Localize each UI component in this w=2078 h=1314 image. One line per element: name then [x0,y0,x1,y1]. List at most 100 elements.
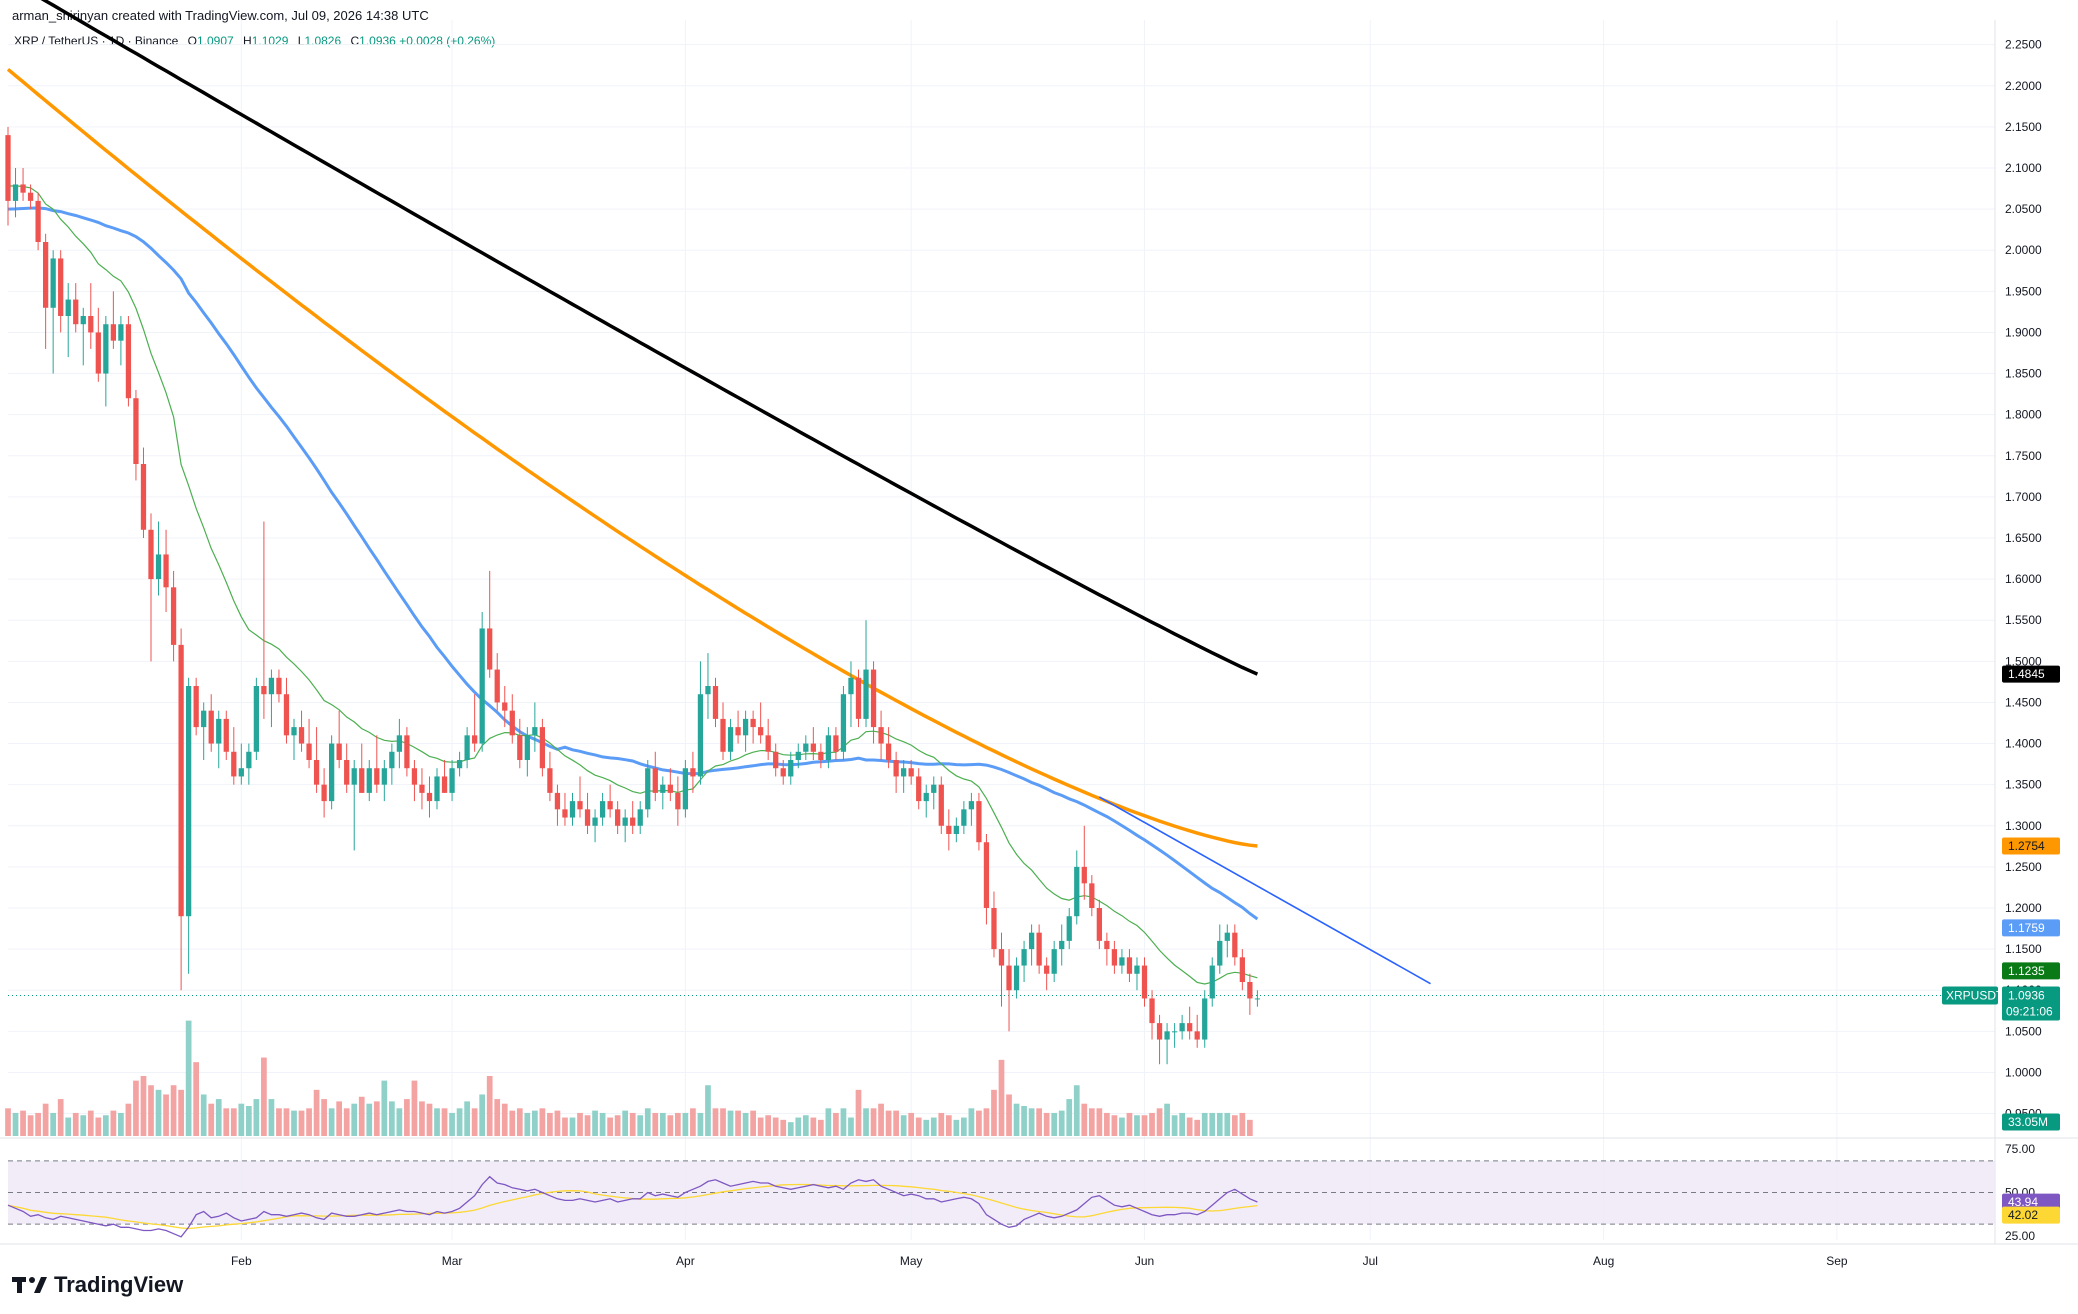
candle-body [630,817,636,826]
candle-body [1066,916,1072,941]
volume-bar [118,1112,124,1136]
volume-bar [607,1117,613,1136]
volume-bar [343,1108,350,1136]
candle-body [961,809,967,826]
volume-bar [968,1108,975,1136]
volume-bar [306,1108,312,1136]
candle-body [261,686,267,695]
last-price-tag-bg [2002,986,2060,1021]
candle-body [65,299,71,316]
candle-body [246,751,252,769]
volume-bar [1043,1112,1050,1136]
candle-body [645,768,651,810]
candle-body [494,669,500,703]
volume-bar [291,1110,297,1136]
volume-bar [1111,1115,1118,1136]
volume-bar [170,1085,177,1136]
volume-bar [629,1112,636,1136]
volume-bar [682,1112,689,1136]
ema-20-tag: 1.1235 [2008,964,2045,978]
candle-body [42,242,49,308]
candle-body [441,776,448,793]
volume-bar [12,1112,19,1136]
volume-bar [1171,1115,1178,1136]
volume-bar [185,1020,192,1136]
candle-body [50,258,56,308]
volume-bar [72,1112,79,1136]
volume-bar [983,1108,990,1136]
volume-bar [584,1115,591,1136]
volume-bar [163,1094,169,1136]
y-tick-label: 1.0500 [2005,1024,2042,1038]
volume-bar [215,1099,222,1136]
candle-body [1013,965,1020,991]
volume-bar [5,1108,11,1136]
candle-body [991,908,997,950]
volume-bar [1066,1099,1073,1136]
volume-bar [622,1110,629,1136]
volume-bar [351,1103,358,1136]
volume-bar [1058,1110,1065,1136]
volume-bar [1209,1112,1216,1136]
candle-body [404,735,410,769]
y-tick-label: 1.7500 [2005,449,2042,463]
candle-body [1254,998,1261,1000]
last-price-tag: 1.0936 [2008,988,2045,1002]
legend-close-label: C [350,34,360,48]
tradingview-logo[interactable]: TradingView [12,1272,183,1298]
volume-bar [795,1117,802,1136]
candle-body [1044,965,1050,974]
symbol-tag-bg [1942,986,1998,1005]
volume-tag: 33.05M [2008,1115,2048,1129]
volume-bar [1134,1115,1140,1136]
candle-body [73,299,79,325]
rsi-tag: 43.94 [2008,1195,2038,1209]
legend-high-label: H [243,34,252,48]
volume-bar [419,1101,425,1136]
candle-body [893,760,899,777]
candle-body [908,768,914,777]
volume-bar [456,1108,463,1136]
candle-body [178,644,184,917]
volume-bar [923,1119,930,1136]
volume-bar [20,1110,26,1136]
volume-bar [102,1115,109,1136]
candle-body [155,554,162,580]
x-tick-label: Aug [1593,1254,1614,1268]
candle-body [1059,940,1065,950]
candle-body [720,718,726,752]
candle-body [690,768,696,777]
volume-bar [1179,1112,1185,1136]
y-tick-label: 2.1500 [2005,120,2042,134]
x-tick-label: Apr [676,1254,695,1268]
candle-body [938,784,944,826]
y-tick-label: 1.8000 [2005,408,2042,422]
candle-body [35,200,41,242]
volume-bar [1013,1103,1020,1136]
candle-body [411,768,418,785]
y-tick-label: 1.2500 [2005,860,2042,874]
volume-bar [441,1108,448,1136]
candle-body [953,825,959,834]
volume-bar [712,1108,719,1136]
volume-bar [494,1099,501,1136]
volume-bar [599,1112,606,1136]
volume-bar [531,1110,538,1136]
x-tick-label: Mar [442,1254,463,1268]
volume-bar [577,1112,583,1136]
candle-body [750,718,756,728]
y-tick-label: 1.2000 [2005,901,2042,915]
candle-body [1096,908,1102,941]
candle-body [931,784,937,793]
candle-body [607,801,613,810]
volume-bar [757,1117,764,1136]
volume-bar [328,1108,335,1136]
volume-bar [358,1096,365,1136]
candle-body [1126,957,1133,974]
candle-body [1036,932,1042,966]
candle-body [58,258,64,316]
rsi-tag-bg [2002,1193,2060,1211]
candle-body [1179,1023,1185,1032]
volume-bar [1156,1108,1163,1136]
